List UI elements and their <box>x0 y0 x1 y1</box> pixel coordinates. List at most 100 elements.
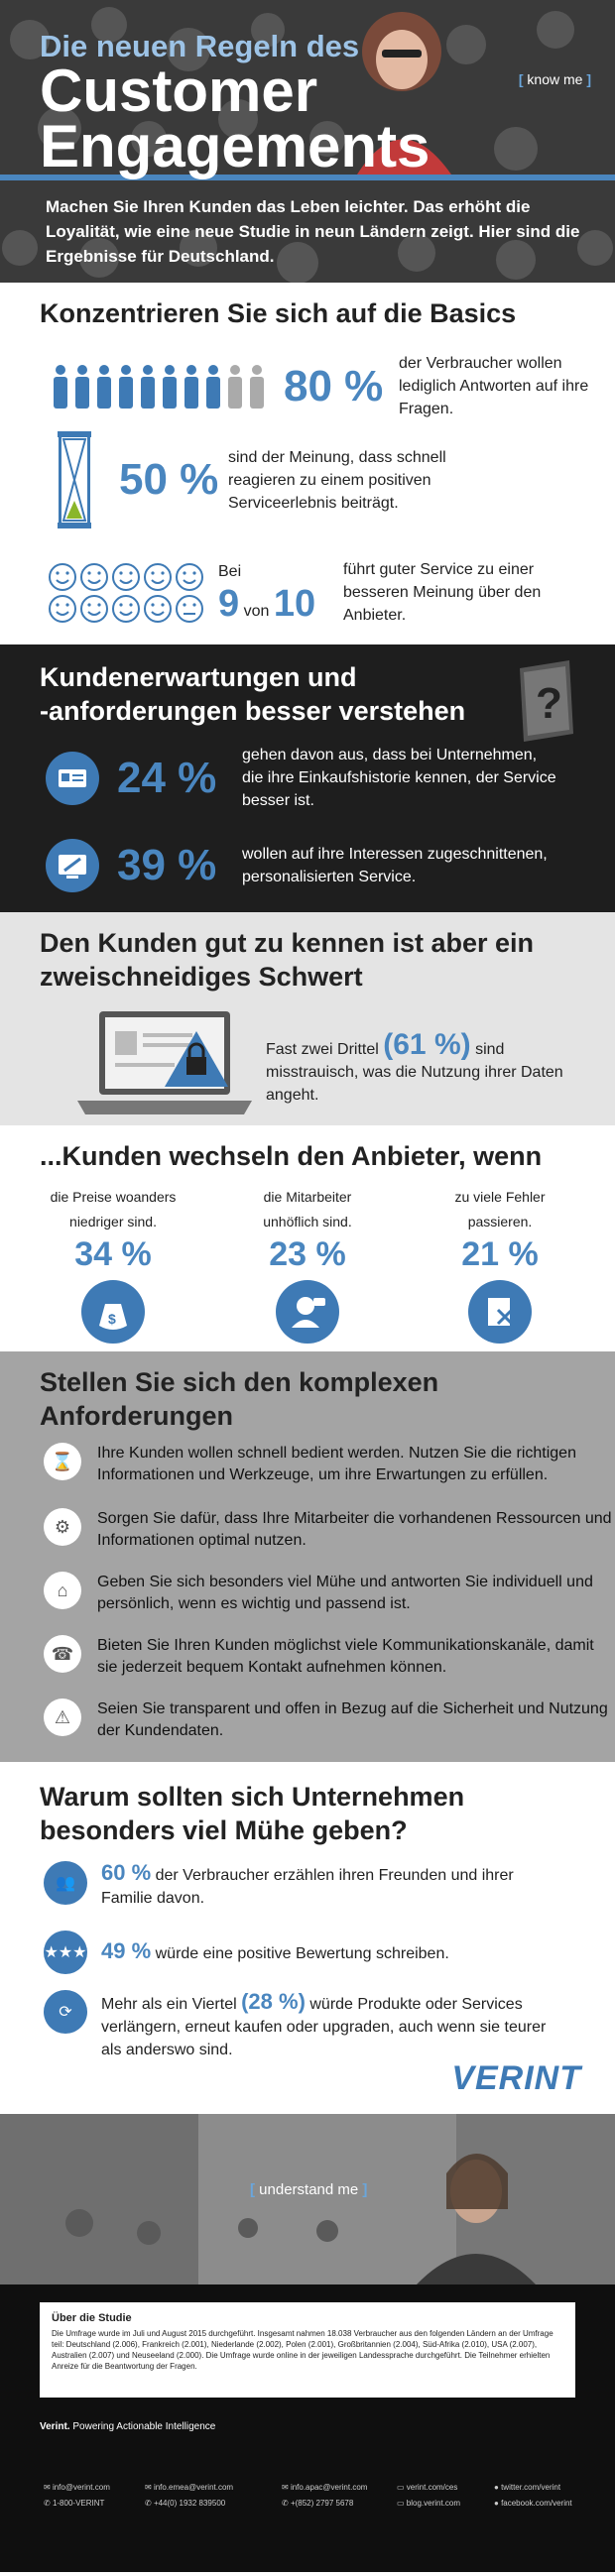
smiley-icon-grid <box>49 562 203 623</box>
person-icon <box>119 364 133 409</box>
svg-text:$: $ <box>108 1311 116 1327</box>
stat-row-39: 39 % wollen auf ihre Interessen zugeschn… <box>46 839 559 892</box>
person-icon <box>228 364 242 409</box>
stat-61-pre: Fast zwei Drittel <box>266 1041 379 1058</box>
stat-row-80: 80 % der Verbraucher wollen lediglich An… <box>50 352 607 420</box>
contact-blog[interactable]: ▭ blog.verint.com <box>397 2499 461 2508</box>
hero-title-small: Die neuen Regeln des <box>40 29 360 63</box>
switch-item-price-value: 34 % <box>74 1235 152 1273</box>
contact-phone-1[interactable]: ✆ 1-800-VERINT <box>44 2499 105 2508</box>
contact-web[interactable]: ▭ verint.com/ces <box>397 2483 458 2492</box>
section-switch-provider: ...Kunden wechseln den Anbieter, wenn di… <box>0 1125 615 1351</box>
id-card-icon <box>46 751 99 805</box>
footer: Über die Studie Die Umfrage wurde im Jul… <box>0 2284 615 2572</box>
stat-28-pre: Mehr als ein Viertel <box>101 1996 237 2013</box>
rating-stars-icon: ★★★ <box>44 1931 87 1974</box>
stat-80-text: der Verbraucher wollen lediglich Antwort… <box>399 355 589 417</box>
understand-me-tag: [ understand me ] <box>250 2181 368 2198</box>
switch-item-errors: zu viele Fehler passieren. 21 % <box>421 1185 579 1344</box>
crowd-background-image <box>0 0 615 283</box>
requirement-item: ⚙ Sorgen Sie dafür, dass Ihre Mitarbeiter… <box>44 1508 613 1552</box>
switch-item-staff-text2: unhöflich sind. <box>263 1214 352 1229</box>
verint-logo: VERINT <box>451 2059 581 2097</box>
section-basics: Konzentrieren Sie sich auf die Basics 80… <box>0 283 615 644</box>
contact-phone-3[interactable]: ✆ +(852) 2797 5678 <box>282 2499 354 2508</box>
neutral-smiley-icon <box>176 594 203 623</box>
stat-9of10-bei: Bei <box>218 562 242 580</box>
switch-item-price-text2: niedriger sind. <box>69 1214 157 1229</box>
person-icon <box>206 364 220 409</box>
hourglass-icon <box>58 431 91 528</box>
switch-item-errors-text1: zu viele Fehler <box>454 1189 546 1205</box>
requirement-text: Bieten Sie Ihren Kunden möglichst viele … <box>97 1637 594 1676</box>
stat-50-value: 50 % <box>119 455 219 504</box>
question-book-icon: ? <box>520 660 573 742</box>
stat-28-text: Mehr als ein Viertel (28 %) würde Produk… <box>101 1990 567 2061</box>
stat-61-post: sind misstrauisch, was die Nutzung ihrer… <box>266 1041 563 1104</box>
stat-24-text: gehen davon aus, dass bei Unternehmen, d… <box>242 747 556 809</box>
stat-61-value: (61 %) <box>383 1028 471 1061</box>
requirement-text: Ihre Kunden wollen schnell bedient werde… <box>97 1445 576 1483</box>
stat-49-value: 49 % <box>101 1938 152 1963</box>
contact-phone-2[interactable]: ✆ +44(0) 1932 839500 <box>145 2499 226 2508</box>
section-why: Warum sollten sich Unternehmen besonders… <box>0 1762 615 2114</box>
stat-61-text: Fast zwei Drittel (61 %) sind misstrauis… <box>266 1030 563 1107</box>
switch-item-price: die Preise woanders niedriger sind. 34 %… <box>34 1185 192 1344</box>
requirement-item: ⌂ Geben Sie sich besonders viel Mühe und … <box>44 1572 613 1615</box>
money-bag-icon: $ <box>81 1280 145 1344</box>
stat-row-28: ⟳ Mehr als ein Viertel (28 %) würde Prod… <box>44 1990 567 2061</box>
stat-9of10-von: von <box>243 602 270 620</box>
happy-smiley-icon <box>144 594 172 623</box>
stat-9of10-value: Bei 9 von 10 <box>218 560 327 626</box>
stat-60-text: 60 % der Verbraucher erzählen ihren Freu… <box>101 1861 567 1910</box>
stat-24-value: 24 % <box>117 753 217 802</box>
switch-item-errors-value: 21 % <box>461 1235 539 1273</box>
section-why-heading-1: Warum sollten sich Unternehmen <box>40 1782 465 1812</box>
error-document-icon <box>468 1280 532 1344</box>
stat-row-49: ★★★ 49 % würde eine positive Bewertung s… <box>44 1931 567 1974</box>
contact-email-3[interactable]: ✉ info.apac@verint.com <box>282 2483 368 2492</box>
switch-item-price-text1: die Preise woanders <box>50 1189 177 1205</box>
section-complex-requirements: Stellen Sie sich den komplexen Anforderu… <box>0 1351 615 1762</box>
angry-agent-icon <box>276 1280 339 1344</box>
woman-photo-bottom <box>417 2154 536 2284</box>
contact-email-2[interactable]: ✉ info.emea@verint.com <box>145 2483 234 2492</box>
contact-facebook[interactable]: ● facebook.com/verint <box>494 2499 572 2508</box>
warning-icon: ⚠ <box>44 1698 81 1736</box>
requirement-item: ⌛ Ihre Kunden wollen schnell bedient werd… <box>44 1443 613 1486</box>
gears-icon: ⚙ <box>44 1508 81 1546</box>
personalized-screen-icon <box>46 839 99 892</box>
stat-10-value: 10 <box>273 582 316 625</box>
stat-row-60: 👥 60 % der Verbraucher erzählen ihren Fr… <box>44 1861 567 1910</box>
section-double-edged-heading-2: zweischneidiges Schwert <box>40 962 363 992</box>
hourglass-icon: ⌛ <box>44 1443 81 1480</box>
hero-title-line2: Engagements <box>40 113 430 179</box>
person-icon <box>250 364 264 409</box>
stat-row-50: 50 % sind der Meinung, dass schnell reag… <box>58 431 466 528</box>
stat-80-value: 80 % <box>284 361 384 410</box>
happy-smiley-icon <box>112 594 140 623</box>
hero-intro: Machen Sie Ihren Kunden das Leben leicht… <box>46 197 580 266</box>
contact-email-1[interactable]: ✉ info@verint.com <box>44 2483 110 2492</box>
street-photo <box>0 2114 615 2284</box>
hero-divider <box>0 175 615 180</box>
happy-smiley-icon <box>80 562 108 591</box>
study-info-box: Über die Studie Die Umfrage wurde im Jul… <box>40 2302 575 2398</box>
stat-row-24: 24 % gehen davon aus, dass bei Unternehm… <box>46 744 559 812</box>
stat-49-text: 49 % würde eine positive Bewertung schre… <box>101 1939 567 1965</box>
understand-me-banner: [ understand me ] <box>0 2114 615 2284</box>
hero-title: Die neuen Regeln des Customer Engagement… <box>40 29 430 179</box>
house-icon: ⌂ <box>44 1572 81 1609</box>
contact-twitter[interactable]: ● twitter.com/verint <box>494 2483 561 2492</box>
section-expectations: Kundenerwartungen und -anforderungen bes… <box>0 644 615 912</box>
requirement-text: Sorgen Sie dafür, dass Ihre Mitarbeiter … <box>97 1510 612 1549</box>
person-icon <box>75 364 89 409</box>
person-icon <box>97 364 111 409</box>
stat-row-9of10: Bei 9 von 10 führt guter Service zu eine… <box>48 558 581 627</box>
footer-brand: Verint. <box>40 2421 70 2432</box>
section-basics-heading: Konzentrieren Sie sich auf die Basics <box>40 298 517 328</box>
requirement-item: ☎ Bieten Sie Ihren Kunden möglichst viele… <box>44 1635 613 1679</box>
stat-60-desc: der Verbraucher erzählen ihren Freunden … <box>101 1867 514 1907</box>
renew-icon: ⟳ <box>44 1990 87 2034</box>
know-me-tag: [ know me ] <box>518 71 591 87</box>
